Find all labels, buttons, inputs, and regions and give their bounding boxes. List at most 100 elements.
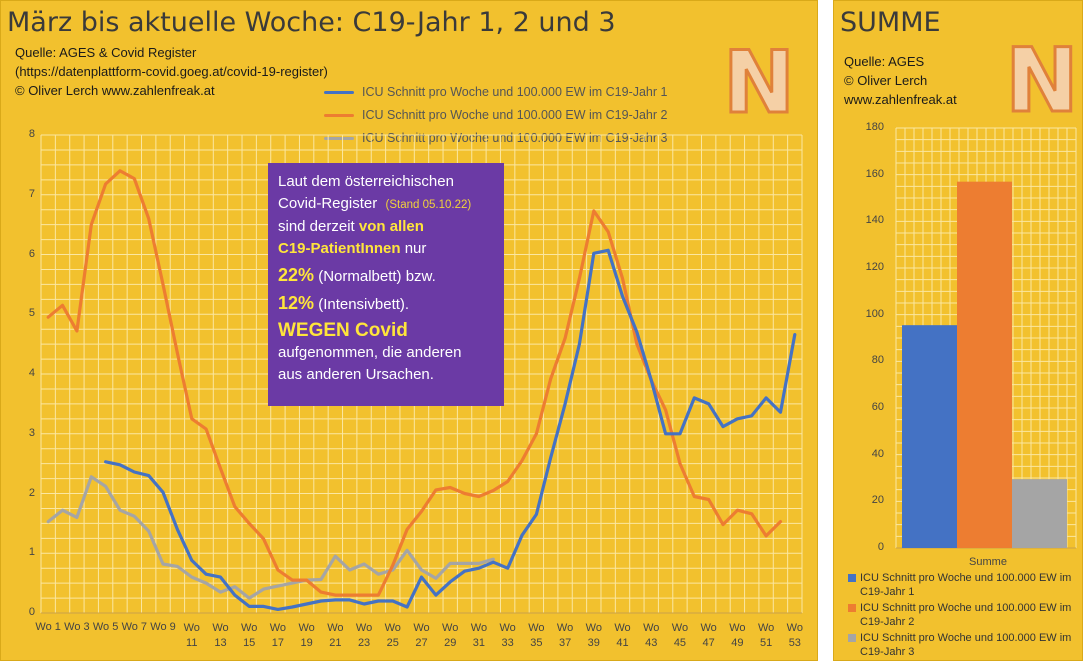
info-line-3: sind derzeit von allen (278, 218, 424, 235)
x-tick-prefix: Wo (786, 622, 803, 634)
data-point-year3 (277, 585, 279, 587)
data-point-year3 (392, 569, 394, 571)
line-chart-panel: März bis aktuelle Woche: C19-Jahr 1, 2 u… (0, 0, 818, 661)
data-point-year2 (593, 210, 595, 212)
data-point-year2 (377, 594, 379, 596)
legend-swatch-year3 (324, 137, 354, 141)
data-point-year2 (263, 538, 265, 540)
x-tick-label: Wo 5 (92, 621, 119, 633)
data-point-year1 (248, 605, 250, 608)
data-point-year1 (794, 334, 796, 336)
data-point-year3 (334, 555, 336, 557)
data-point-year2 (76, 330, 78, 332)
data-point-year2 (406, 528, 408, 531)
data-point-year2 (162, 283, 164, 285)
chart-title: März bis aktuelle Woche: C19-Jahr 1, 2 u… (7, 7, 616, 38)
data-point-year2 (205, 428, 207, 430)
data-point-year1 (607, 249, 609, 251)
data-point-year3 (219, 591, 222, 593)
x-tick-prefix: Wo (298, 622, 315, 634)
x-tick-prefix: Wo (614, 622, 631, 634)
x-tick-prefix: Wo (470, 622, 488, 634)
data-point-year1 (435, 594, 437, 596)
data-point-year1 (708, 403, 710, 405)
x-tick-prefix: Wo (700, 622, 717, 634)
data-point-year3 (76, 516, 78, 519)
data-point-year2 (306, 579, 308, 581)
y-tick-label: 3 (28, 426, 35, 439)
data-point-year1 (219, 576, 222, 578)
x-tick-label: Wo 9 (150, 621, 176, 633)
data-point-year2 (148, 218, 150, 220)
data-point-year2 (578, 277, 581, 279)
info-line-7: WEGEN Covid (278, 320, 408, 341)
info-line-5: 22% (Normalbett) bzw. (278, 265, 436, 285)
info-line-6: 12% (Intensivbett). (278, 293, 410, 313)
data-point-year1 (277, 608, 279, 611)
bar-y-tick-label: 180 (865, 121, 884, 133)
bar-y-tick-label: 100 (865, 307, 884, 320)
x-tick-label: 21 (329, 637, 342, 649)
bar-y-tick-label: 60 (871, 401, 884, 413)
x-tick-label: 47 (702, 637, 715, 649)
legend-swatch-year1 (324, 91, 354, 95)
data-point-year1 (679, 433, 681, 435)
data-point-year1 (621, 295, 624, 297)
bar-year2 (957, 181, 1012, 548)
data-point-year2 (736, 509, 739, 511)
bar-legend-label-year2: ICU Schnitt pro Woche und 100.000 EW im … (860, 602, 1072, 628)
data-point-year3 (133, 515, 135, 517)
x-tick-label: 45 (673, 637, 687, 649)
bar-category-label: Summe (969, 556, 1007, 568)
data-point-year1 (478, 567, 480, 569)
data-point-year3 (248, 597, 250, 599)
x-tick-prefix: Wo (528, 622, 545, 634)
x-tick-label: 13 (214, 637, 227, 649)
y-tick-label: 2 (28, 486, 35, 499)
bar-y-tick-label: 140 (865, 214, 884, 227)
x-tick-label: 41 (616, 637, 629, 649)
x-tick-prefix: Wo (384, 622, 401, 634)
y-tick-label: 8 (28, 128, 35, 140)
bar-y-tick-label: 120 (865, 261, 884, 273)
data-point-year2 (133, 178, 135, 180)
x-tick-label: 43 (645, 637, 658, 649)
sum-chart-title: SUMME (840, 7, 941, 38)
data-point-year3 (449, 562, 451, 565)
x-tick-label: 27 (415, 637, 428, 649)
source-line-3: © Oliver Lerch www.zahlenfreak.at (15, 83, 215, 98)
info-line-8: aufgenommen, die anderen (278, 344, 462, 361)
x-tick-prefix: Wo (183, 622, 200, 634)
data-point-year2 (349, 594, 351, 596)
data-point-year2 (105, 183, 107, 185)
data-point-year3 (464, 562, 466, 565)
data-point-year2 (621, 277, 624, 279)
data-point-year3 (162, 563, 164, 565)
data-point-year1 (334, 599, 336, 601)
info-line-2: Covid-Register (Stand 05.10.22) (278, 195, 472, 212)
bar-legend-swatch-year2 (848, 604, 856, 612)
source-line-1: Quelle: AGES & Covid Register (15, 45, 197, 60)
data-point-year2 (320, 591, 322, 593)
bar-y-tick-label: 160 (865, 167, 884, 180)
data-point-year2 (435, 489, 437, 491)
data-point-year2 (449, 486, 451, 489)
legend-swatch-year2 (324, 114, 354, 118)
data-point-year3 (119, 509, 121, 511)
data-point-year1 (593, 252, 595, 254)
data-point-year1 (521, 534, 523, 536)
y-tick-label: 5 (28, 307, 35, 320)
x-tick-label: Wo 7 (121, 621, 148, 633)
data-point-year1 (420, 576, 423, 578)
x-tick-label: 11 (186, 637, 198, 649)
x-tick-label: 17 (271, 637, 285, 649)
data-point-year1 (492, 561, 494, 563)
data-point-year2 (779, 521, 782, 523)
data-point-year1 (464, 570, 466, 572)
data-point-year3 (234, 586, 236, 588)
data-point-year2 (607, 231, 609, 233)
legend-item-year1: ICU Schnitt pro Woche und 100.000 EW im … (324, 85, 667, 99)
data-point-year1 (736, 418, 739, 420)
data-point-year3 (363, 563, 365, 565)
y-tick-label: 1 (28, 546, 35, 559)
